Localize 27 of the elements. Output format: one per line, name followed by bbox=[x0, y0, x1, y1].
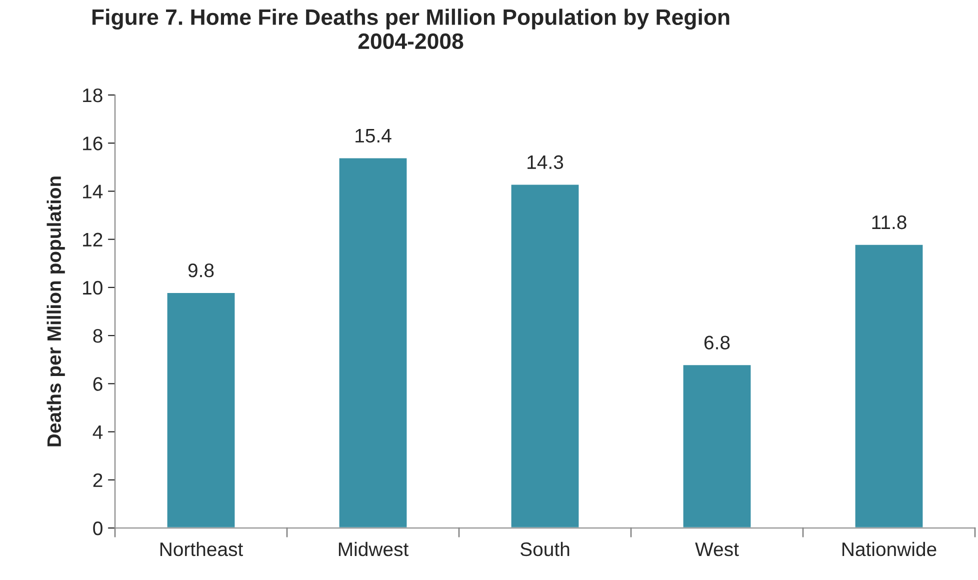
x-tick-label: South bbox=[520, 542, 570, 556]
x-tick-label: West bbox=[695, 542, 739, 556]
y-tick-label: 8 bbox=[93, 329, 102, 343]
y-tick-label: 0 bbox=[93, 521, 102, 536]
data-label: 11.8 bbox=[872, 215, 906, 230]
bar bbox=[510, 183, 580, 528]
bar bbox=[854, 243, 924, 528]
data-label: 15.4 bbox=[356, 129, 392, 143]
bar bbox=[338, 156, 408, 528]
x-tick-label: Northeast bbox=[160, 542, 244, 556]
x-tick-label: Nationwide bbox=[842, 542, 936, 556]
x-tick-label: Midwest bbox=[338, 542, 409, 556]
y-tick-label: 6 bbox=[93, 377, 102, 391]
bar bbox=[682, 364, 752, 528]
y-axis-title: Deaths per Million population bbox=[46, 176, 65, 446]
y-tick-label: 12 bbox=[83, 232, 102, 246]
y-tick-label: 2 bbox=[93, 473, 102, 487]
data-label: 14.3 bbox=[528, 155, 564, 170]
data-label: 9.8 bbox=[188, 264, 214, 278]
bar bbox=[166, 292, 236, 528]
data-label: 6.8 bbox=[704, 336, 730, 350]
y-tick-label: 10 bbox=[83, 280, 102, 295]
chart-title: Figure 7. Home Fire Deaths per Million Population by Region 2004-2008 bbox=[92, 8, 730, 50]
y-tick-label: 4 bbox=[92, 425, 103, 439]
y-tick-label: 16 bbox=[83, 136, 102, 150]
y-tick-label: 14 bbox=[83, 184, 103, 198]
y-tick-label: 18 bbox=[83, 88, 102, 102]
